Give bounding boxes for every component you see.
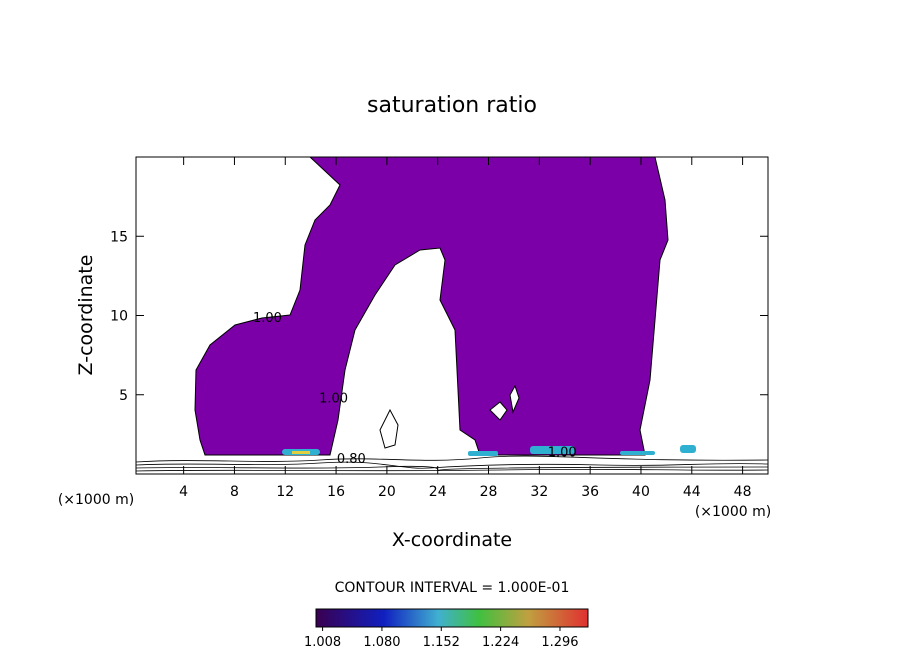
x-unit-label: (×1000 m) — [58, 492, 134, 508]
contour-label: 1.00 — [319, 392, 348, 407]
colorbar-tick-label: 1.296 — [541, 635, 578, 650]
contour-interval: CONTOUR INTERVAL = 1.000E-01 — [335, 580, 570, 596]
x-tick-label: 32 — [530, 484, 548, 500]
x-axis-label: X-coordinate — [392, 529, 512, 551]
contour-label: 1.00 — [253, 311, 282, 326]
chart-title: saturation ratio — [367, 93, 537, 118]
x-tick-label: 44 — [683, 484, 701, 500]
x-tick-label: 36 — [581, 484, 599, 500]
x-tick-label: 12 — [276, 484, 294, 500]
x-tick-label: 4 — [179, 484, 188, 500]
contour-label: 1.00 — [548, 446, 577, 461]
x-tick-label: 16 — [327, 484, 345, 500]
colorbar-tick-label: 1.224 — [482, 635, 519, 650]
x-tick-label: 40 — [632, 484, 650, 500]
cloud-blobs — [282, 445, 696, 456]
x-tick-label: 24 — [429, 484, 447, 500]
x-tick-label: 8 — [230, 484, 239, 500]
contour-lines — [135, 455, 769, 472]
colorbar-tick-label: 1.080 — [363, 635, 400, 650]
x-tick-label: 20 — [378, 484, 396, 500]
y-axis-label: Z-coordinate — [75, 255, 97, 376]
colorbar-tick-label: 1.008 — [304, 635, 341, 650]
hole — [379, 384, 520, 449]
y-tick-label: 15 — [110, 229, 128, 245]
x-tick-label: 28 — [480, 484, 498, 500]
x-unit-label: (×1000 m) — [695, 504, 771, 520]
y-tick-label: 10 — [110, 309, 128, 325]
saturated-region — [194, 156, 669, 456]
y-tick-label: 5 — [119, 388, 128, 404]
x-tick-label: 48 — [734, 484, 752, 500]
colorbar-tick-label: 1.152 — [423, 635, 460, 650]
colorbar — [315, 608, 589, 628]
contour-label: 0.80 — [337, 452, 366, 467]
